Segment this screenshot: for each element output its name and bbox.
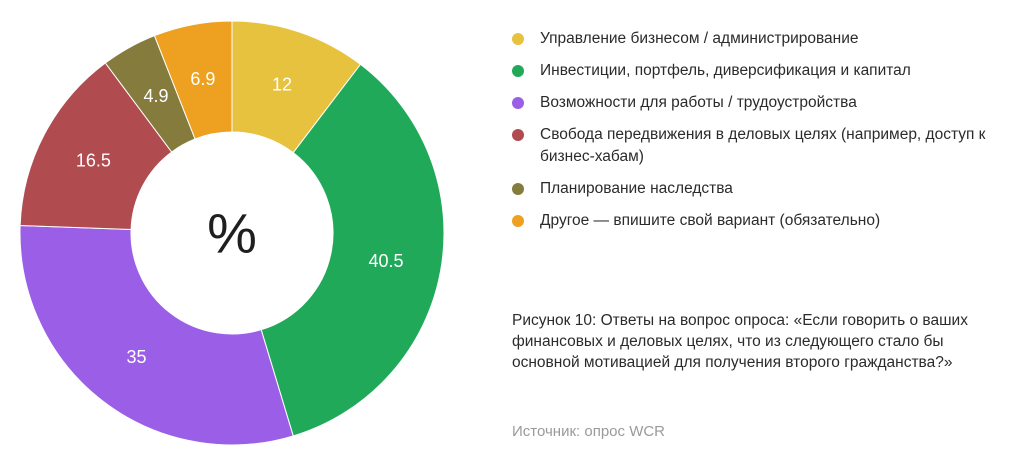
legend-color-dot-icon — [512, 65, 524, 77]
chart-center-label: % — [207, 202, 257, 265]
figure-caption: Рисунок 10: Ответы на вопрос опроса: «Ес… — [512, 312, 968, 371]
legend-color-dot-icon — [512, 129, 524, 141]
chart-slice — [260, 63, 445, 437]
chart-slice-value-label: 4.9 — [143, 86, 168, 106]
legend-item-label: Свобода передвижения в деловых целях (на… — [540, 126, 986, 165]
legend-item: Управление бизнесом / администрирование — [512, 28, 1012, 50]
legend-item-label: Инвестиции, портфель, диверсификация и к… — [540, 62, 911, 79]
chart-slice-value-label: 16.5 — [76, 150, 111, 170]
legend-item-label: Управление бизнесом / администрирование — [540, 30, 859, 47]
chart-slice-value-label: 6.9 — [190, 69, 215, 89]
chart-slice-value-label: 40.5 — [368, 251, 403, 271]
legend-item: Свобода передвижения в деловых целях (на… — [512, 124, 1012, 168]
chart-slices — [19, 20, 445, 446]
legend-color-dot-icon — [512, 97, 524, 109]
legend-item-label: Другое — впишите свой вариант (обязатель… — [540, 212, 881, 229]
legend-item: Другое — впишите свой вариант (обязатель… — [512, 210, 1012, 232]
legend-item: Возможности для работы / трудоустройства — [512, 92, 1012, 114]
chart-slice — [19, 62, 173, 230]
chart-slice-labels: 12 40.5 35 16.5 4.9 6.9 — [76, 69, 404, 367]
figure-source: Источник: опрос WCR — [512, 423, 666, 440]
legend-color-dot-icon — [512, 33, 524, 45]
legend-item: Планирование наследства — [512, 178, 1012, 200]
chart-legend: Управление бизнесом / администрирование И… — [512, 28, 1012, 242]
chart-slice — [19, 225, 294, 446]
chart-slice-value-label: 35 — [126, 347, 146, 367]
legend-color-dot-icon — [512, 215, 524, 227]
chart-slice — [153, 20, 233, 140]
legend-color-dot-icon — [512, 183, 524, 195]
chart-slice-value-label: 12 — [272, 75, 292, 95]
legend-item-label: Возможности для работы / трудоустройства — [540, 94, 857, 111]
legend-item-label: Планирование наследства — [540, 180, 733, 197]
legend-item: Инвестиции, портфель, диверсификация и к… — [512, 60, 1012, 82]
donut-chart: 12 40.5 35 16.5 4.9 6.9 % — [19, 20, 445, 446]
